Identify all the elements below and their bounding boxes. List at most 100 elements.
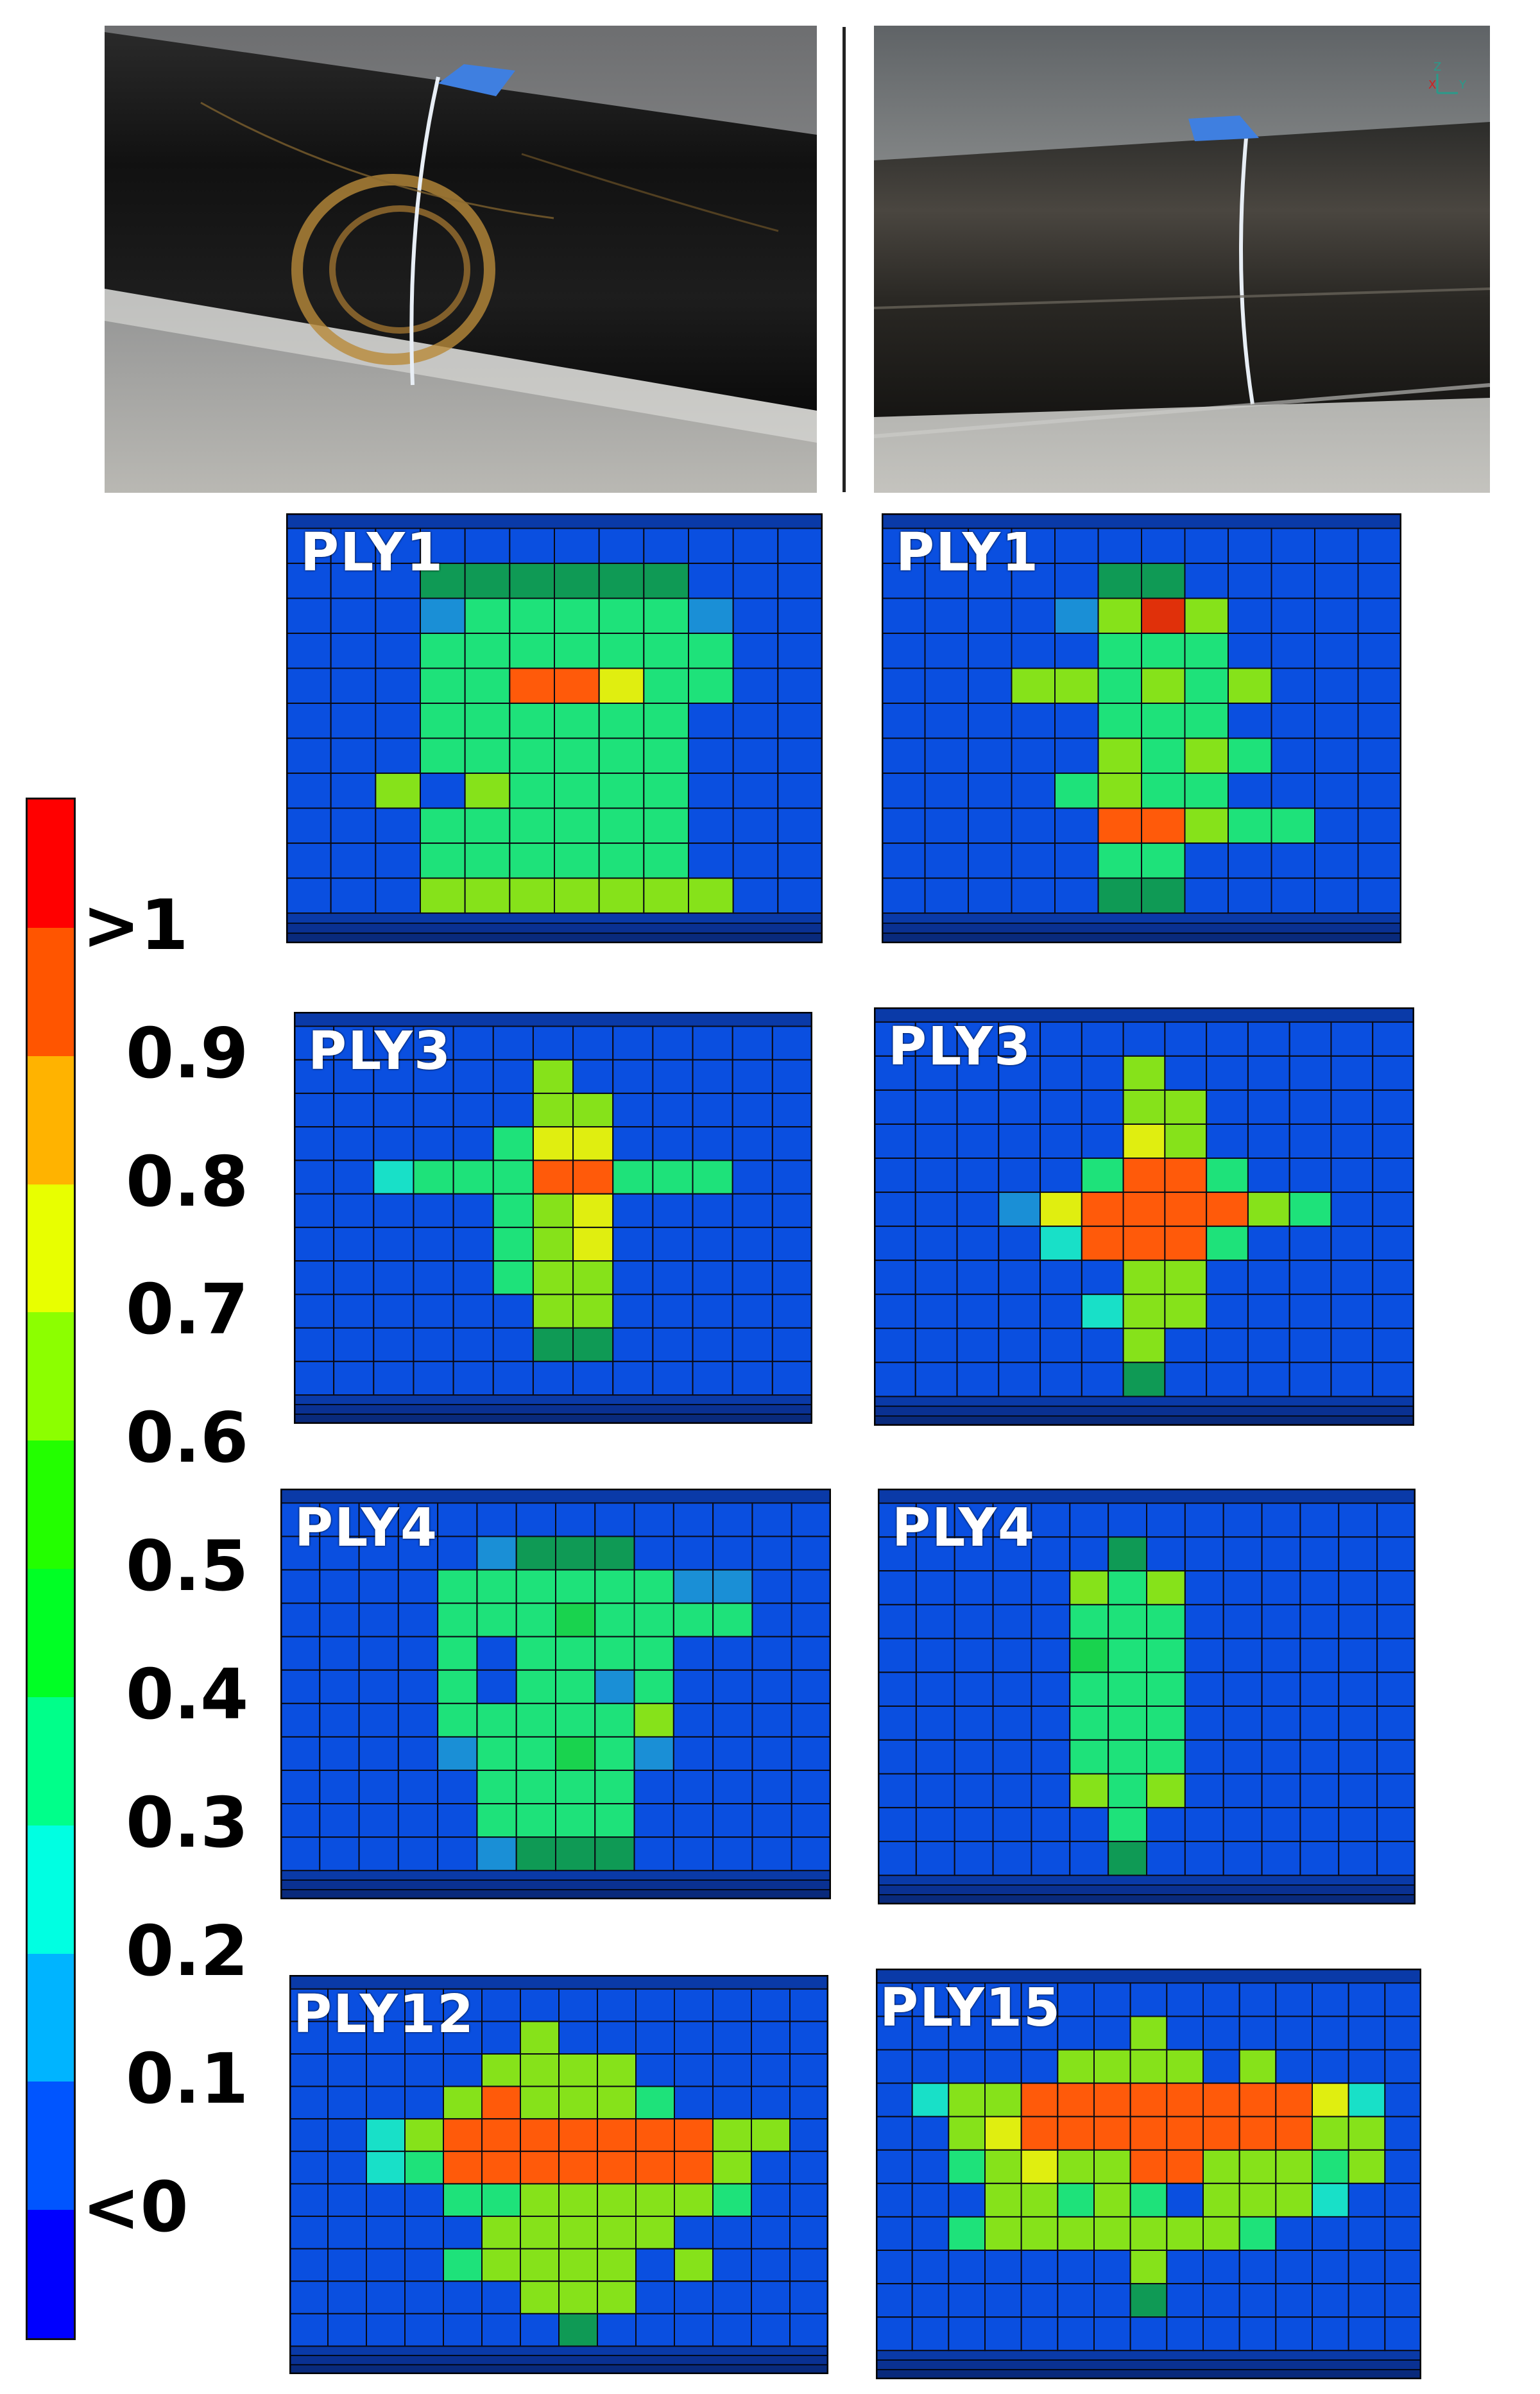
heatmap-cell xyxy=(924,773,969,809)
heatmap-cell xyxy=(1097,632,1142,669)
heatmap-cell xyxy=(1146,1672,1186,1707)
heatmap-cell xyxy=(882,597,926,634)
heatmap-cell xyxy=(1011,562,1056,599)
heatmap-cell xyxy=(1299,1536,1340,1572)
heatmap-cell xyxy=(555,1502,596,1537)
heatmap-cell xyxy=(558,2183,598,2218)
heatmap-cell xyxy=(1166,2049,1204,2084)
heatmap-cell xyxy=(1057,2182,1095,2218)
heatmap-cell xyxy=(876,2249,913,2285)
heatmap-cell xyxy=(327,2053,367,2087)
heatmap-cell xyxy=(732,877,779,914)
heatmap-cell xyxy=(452,1260,494,1295)
heatmap-cell xyxy=(968,773,1013,809)
tube-edge-band xyxy=(874,1415,1414,1426)
heatmap-cell xyxy=(1129,2116,1168,2151)
heatmap-cell xyxy=(1011,703,1056,739)
heatmap-cell xyxy=(1069,1706,1109,1741)
heatmap-cell xyxy=(771,1126,812,1161)
heatmap-cell xyxy=(1129,2015,1168,2051)
heatmap-cell xyxy=(476,1702,517,1738)
heatmap-cell xyxy=(914,1260,958,1295)
heatmap-cell xyxy=(464,773,511,809)
heatmap-cell xyxy=(1348,2015,1386,2051)
heatmap-cell xyxy=(1357,703,1401,739)
heatmap-cell xyxy=(643,562,689,599)
heatmap-cell xyxy=(375,632,421,669)
heatmap-cell xyxy=(712,1736,753,1771)
heatmap-cell xyxy=(924,667,969,705)
heatmap-cell xyxy=(674,2280,714,2314)
heatmap-cell xyxy=(956,1260,1000,1295)
heatmap-cell xyxy=(330,562,377,599)
heatmap-cell xyxy=(1054,562,1099,599)
heatmap-cell xyxy=(643,877,689,914)
heatmap-cell xyxy=(452,1327,494,1362)
heatmap-cell xyxy=(948,2316,986,2352)
heatmap-cell xyxy=(882,737,926,774)
heatmap-cell xyxy=(598,632,645,669)
heatmap-cell xyxy=(373,1327,415,1362)
heatmap-cell xyxy=(330,632,377,669)
heatmap-cell xyxy=(751,2118,791,2152)
heatmap-cell xyxy=(1141,773,1186,809)
heatmap-cell xyxy=(358,1702,399,1738)
heatmap-cell xyxy=(375,562,421,599)
heatmap-cell xyxy=(1312,2149,1349,2184)
heatmap-cell xyxy=(1057,2116,1095,2151)
heatmap-cell xyxy=(915,1840,955,1876)
heatmap-cell xyxy=(1108,1570,1147,1605)
heatmap-cell xyxy=(532,1092,574,1128)
heatmap-cell xyxy=(874,1260,916,1295)
heatmap-cell xyxy=(992,1807,1032,1842)
heatmap-cell xyxy=(413,1092,454,1128)
heatmap-cell xyxy=(732,807,779,844)
heatmap-cell xyxy=(882,842,926,879)
heatmap-cell xyxy=(672,1702,714,1738)
heatmap-cell xyxy=(330,877,377,914)
heatmap-cell xyxy=(1093,1982,1131,2017)
heatmap-cell xyxy=(1040,1089,1082,1125)
heatmap-cell xyxy=(1247,1226,1290,1261)
heatmap-cell xyxy=(520,2118,560,2152)
heatmap-cell xyxy=(688,773,734,809)
heatmap-cell xyxy=(882,703,926,739)
heatmap-cell xyxy=(1122,1089,1166,1125)
heatmap-cell xyxy=(948,2049,986,2084)
heatmap-cell xyxy=(1372,1294,1414,1330)
heatmap-cell xyxy=(732,1360,773,1396)
heatmap-cell xyxy=(333,1226,375,1262)
heatmap-cell xyxy=(1314,737,1359,774)
heatmap-cell xyxy=(633,1769,674,1805)
heatmap-cell xyxy=(751,1988,791,2022)
heatmap-cell xyxy=(968,632,1013,669)
heatmap-cell xyxy=(956,1021,1000,1057)
heatmap-cell xyxy=(1184,597,1229,634)
heatmap-cell xyxy=(1338,1706,1378,1741)
heatmap-cell xyxy=(1054,703,1099,739)
heatmap-cell xyxy=(437,1502,478,1537)
heatmap-cell xyxy=(1299,1739,1340,1775)
heatmap-cell xyxy=(1376,1536,1416,1572)
heatmap-cell xyxy=(1184,1807,1224,1842)
tube-edge-band xyxy=(878,1885,1416,1895)
heatmap-cell xyxy=(1184,1603,1224,1639)
heatmap-cell xyxy=(366,2150,406,2185)
heatmap-cell xyxy=(289,2216,329,2250)
heatmap-cell xyxy=(515,1535,557,1571)
heatmap-cell xyxy=(397,1636,439,1671)
heatmap-cell xyxy=(1040,1192,1082,1227)
heatmap-cell xyxy=(280,1736,321,1771)
heatmap-cell xyxy=(597,2118,637,2152)
heatmap-cell xyxy=(1357,842,1401,879)
heatmap-cell xyxy=(330,737,377,774)
heatmap-cell xyxy=(914,1055,958,1091)
heatmap-cell xyxy=(1202,2049,1240,2084)
heatmap-cell xyxy=(443,2053,483,2087)
heatmap-cell xyxy=(692,1059,733,1094)
heatmap-cell xyxy=(319,1636,360,1671)
heatmap-cell xyxy=(789,2053,828,2087)
heatmap-cell xyxy=(443,2118,483,2152)
heatmap-cell xyxy=(1011,667,1056,705)
heatmap-cell xyxy=(1097,877,1142,914)
